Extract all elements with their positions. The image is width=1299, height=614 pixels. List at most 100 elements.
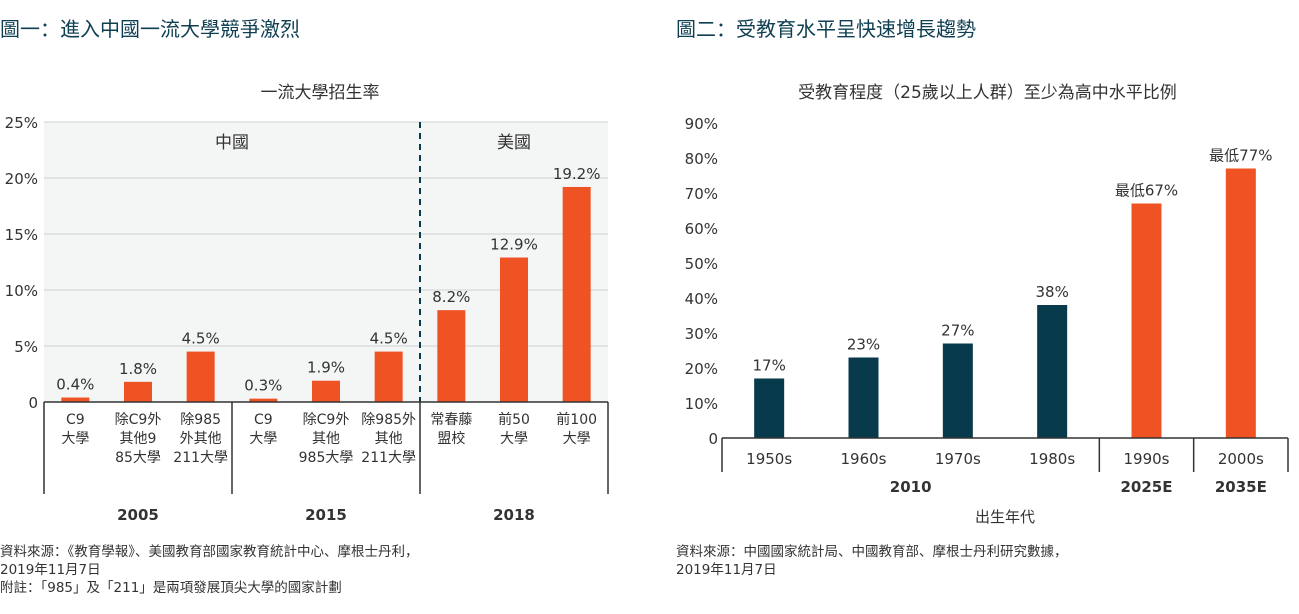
y-tick-label: 80% [685, 150, 718, 168]
figure-1-source: 資料來源：《教育學報》、美國教育部國家教育統計中心、摩根士丹利， 2019年11… [0, 543, 419, 597]
x-category-label: 2000s [1218, 450, 1264, 468]
figure-1-title: 圖一：進入中國一流大學競爭激烈 [0, 17, 300, 41]
y-tick-label: 50% [685, 255, 718, 273]
x-category-label: 大學 [249, 431, 277, 447]
bar-value-label: 19.2% [553, 165, 601, 183]
bar [1037, 305, 1068, 438]
bar [942, 343, 973, 438]
bar-value-label: 1.8% [119, 360, 157, 378]
x-category-label: 除C9外 [115, 412, 162, 428]
y-tick-label: 10% [685, 395, 718, 413]
bar [500, 257, 528, 402]
x-category-label: 前50 [498, 411, 530, 428]
x-category-label: 985大學 [299, 450, 354, 466]
x-category-label: 其他9 [120, 431, 157, 447]
education-level-chart: 0 10% 20% 30% 40% 50% 60% 70% 80% 90% 17% 1950s 23% 1… [685, 115, 1289, 526]
y-tick-label: 10% [5, 282, 38, 300]
x-category-label: 除985外 [361, 412, 416, 428]
figure-2-panel: 圖二：受教育水平呈快速增長趨勢 受教育程度（25歲以上人群）至少為高中水平比例 … [676, 0, 1299, 614]
chart-1-title: 一流大學招生率 [260, 83, 380, 103]
y-tick-label: 5% [14, 338, 38, 356]
x-category-label: 1970s [935, 450, 981, 468]
x-category-label: 常春藤 [430, 412, 472, 428]
group-year-label: 2015 [305, 506, 347, 524]
x-category-label: C9 [254, 412, 273, 428]
x-category-label: 前100 [556, 411, 597, 428]
y-tick-label: 15% [5, 226, 38, 244]
bar-value-label: 1.9% [307, 359, 345, 377]
bar [312, 380, 340, 402]
x-category-label: 1980s [1029, 450, 1075, 468]
y-tick-label: 25% [5, 114, 38, 132]
y-tick-label: 60% [685, 220, 718, 238]
title-accent-bar [0, 0, 17, 5]
bar-value-label: 23% [847, 336, 880, 354]
x-category-label: 除985 [180, 412, 221, 428]
x-category-label: 大學 [61, 431, 89, 447]
x-category-label: 211大學 [173, 450, 228, 466]
bar-value-label: 4.5% [370, 330, 408, 348]
bar-value-label: 最低67% [1115, 182, 1178, 200]
x-category-label: 除C9外 [303, 412, 350, 428]
bar [249, 398, 278, 402]
x-category-label: 其他 [375, 431, 403, 447]
bar-value-label: 4.5% [182, 330, 220, 348]
bar-value-label: 最低77% [1209, 147, 1272, 165]
region-label-us: 美國 [497, 133, 531, 153]
bar-value-label: 12.9% [490, 236, 538, 254]
x-category-label: 1990s [1124, 450, 1170, 468]
figure-1-panel: 圖一：進入中國一流大學競爭激烈 一流大學招生率 0 5% 10% 15% 20% 25% 0… [0, 0, 640, 614]
source-line: 資料來源：中國國家統計局、中國教育部、摩根士丹利研究數據， [676, 544, 1068, 560]
bar [124, 381, 152, 402]
bar [562, 186, 591, 402]
x-category-label: C9 [66, 412, 85, 428]
group-year-label: 2025E [1121, 478, 1173, 496]
x-category-label: 大學 [500, 431, 528, 447]
x-axis-title: 出生年代 [975, 508, 1035, 526]
bar [754, 378, 785, 438]
group-year-label: 2018 [493, 506, 535, 524]
note-line: 附註：「985」及「211」是兩項發展頂尖大學的國家計劃 [0, 580, 342, 596]
x-category-label: 大學 [563, 431, 591, 447]
group-year-label: 2005 [117, 506, 159, 524]
source-line: 2019年11月7日 [676, 562, 777, 578]
y-tick-label: 20% [5, 170, 38, 188]
bar-value-label: 38% [1035, 283, 1068, 301]
bar-value-label: 17% [752, 357, 785, 375]
group-year-label: 2010 [890, 478, 932, 496]
bar-value-label: 27% [941, 322, 974, 340]
bar-value-label: 0.3% [244, 377, 282, 395]
group-year-label: 2035E [1215, 478, 1267, 496]
bar [848, 357, 879, 438]
y-tick-label: 70% [685, 185, 718, 203]
y-tick-label: 20% [685, 360, 718, 378]
y-tick-label: 0 [708, 430, 718, 448]
bar [374, 351, 403, 402]
bar [186, 351, 215, 402]
enrollment-rate-chart: 05%10%15%20%25%0.4%C9大學1.8%除C9外其他985大學4.… [5, 114, 609, 524]
bar [437, 310, 466, 402]
x-category-label: 85大學 [115, 450, 161, 466]
figure-2-source: 資料來源：中國國家統計局、中國教育部、摩根士丹利研究數據， 2019年11月7日 [676, 543, 1068, 579]
bar-value-label: 8.2% [432, 288, 470, 306]
bar [1225, 168, 1256, 438]
bar-value-label: 0.4% [56, 376, 94, 394]
bar [61, 397, 90, 402]
x-category-label: 其他 [312, 431, 340, 447]
figure-2-title: 圖二：受教育水平呈快速增長趨勢 [676, 17, 976, 41]
source-line: 資料來源：《教育學報》、美國教育部國家教育統計中心、摩根士丹利， [0, 544, 419, 560]
x-category-label: 1960s [841, 450, 887, 468]
title-accent-bar [676, 0, 693, 5]
chart-2-title: 受教育程度（25歲以上人群）至少為高中水平比例 [798, 83, 1177, 103]
source-line: 2019年11月7日 [0, 562, 101, 578]
bar [1131, 203, 1162, 438]
x-category-label: 盟校 [437, 430, 465, 447]
y-tick-label: 0 [28, 394, 38, 412]
region-label-china: 中國 [215, 133, 249, 153]
x-category-label: 外其他 [180, 431, 222, 447]
x-category-label: 1950s [746, 450, 792, 468]
y-tick-label: 30% [685, 325, 718, 343]
y-tick-label: 40% [685, 290, 718, 308]
y-tick-label: 90% [685, 115, 718, 133]
x-category-label: 211大學 [361, 450, 416, 466]
